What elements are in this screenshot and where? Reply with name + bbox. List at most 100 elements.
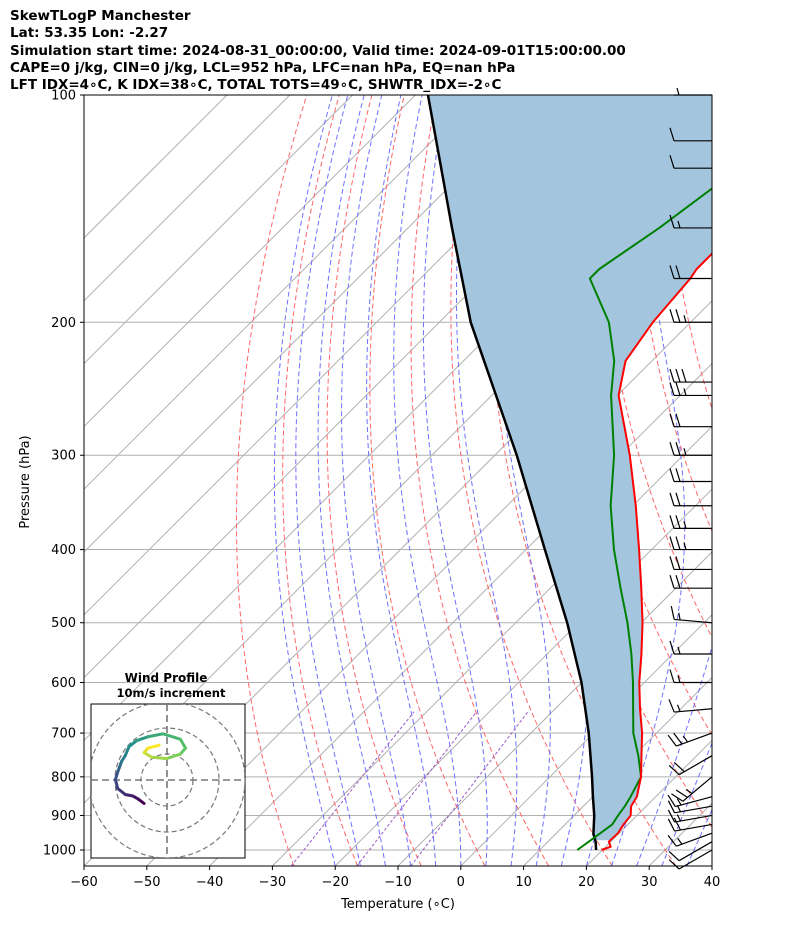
barb-flag xyxy=(669,413,675,427)
hodograph-segment xyxy=(113,778,120,791)
barb-half-flag xyxy=(677,837,683,845)
hodograph-inset xyxy=(90,703,246,859)
barb-flag xyxy=(669,382,675,396)
wind-barb xyxy=(669,575,712,589)
barb-flag xyxy=(668,859,680,870)
barb-flag xyxy=(668,764,680,776)
chart-title: SkewTLogP Manchester xyxy=(10,8,191,24)
wind-barb xyxy=(669,442,712,456)
barb-flag xyxy=(681,368,687,383)
barb-half-flag xyxy=(683,521,687,529)
barb-half-flag xyxy=(678,612,681,621)
dewpoint-line xyxy=(576,187,712,851)
wind-barb xyxy=(667,794,713,808)
barb-flag xyxy=(675,575,681,589)
barb-flag xyxy=(675,492,681,506)
hodograph-segment xyxy=(135,735,150,743)
barb-flag xyxy=(675,309,681,323)
wind-barb xyxy=(669,214,712,229)
barb-half-flag xyxy=(683,315,687,323)
wind-barb xyxy=(667,817,713,832)
hodograph-content xyxy=(91,704,245,858)
y-tick-label: 100 xyxy=(51,89,76,104)
y-tick-label: 500 xyxy=(51,616,76,631)
x-tick-label: 20 xyxy=(578,875,595,890)
dry-adiabat xyxy=(762,95,794,866)
moist-adiabat xyxy=(317,95,386,866)
isotherm-line xyxy=(84,95,416,428)
isotherm-line xyxy=(84,95,479,490)
dry-adiabat xyxy=(235,95,308,866)
y-tick-label: 300 xyxy=(51,449,76,464)
barb-flag xyxy=(669,669,675,683)
moist-adiabat xyxy=(455,95,518,866)
barb-flag xyxy=(675,515,681,529)
wind-barb xyxy=(669,468,712,483)
moist-adiabat xyxy=(711,864,712,866)
wind-barb xyxy=(669,556,712,571)
wind-barb xyxy=(667,809,713,823)
isotherm-line xyxy=(523,676,712,866)
x-tick-label: −60 xyxy=(70,875,97,890)
barb-flag xyxy=(667,818,676,832)
moist-adiabat xyxy=(636,95,712,866)
wind-barb xyxy=(674,87,712,96)
barb-flag xyxy=(669,468,675,482)
barb-staff xyxy=(674,823,713,832)
barb-flag xyxy=(675,789,688,798)
y-tick-label: 1000 xyxy=(43,844,76,859)
mixing-ratio-line xyxy=(290,711,415,866)
barb-half-flag xyxy=(676,704,681,712)
y-tick-label: 800 xyxy=(51,770,76,785)
hodograph-segment xyxy=(161,732,182,741)
y-tick-label: 200 xyxy=(51,316,76,331)
barb-flag xyxy=(671,793,684,802)
barb-half-flag xyxy=(683,542,687,550)
moist-adiabat xyxy=(341,95,412,866)
isotherm-line xyxy=(272,425,712,866)
dry-adiabat xyxy=(326,95,422,866)
barb-flag xyxy=(669,515,675,529)
title-block: SkewTLogP Manchester Lat: 53.35 Lon: -2.… xyxy=(10,8,626,94)
barb-flag xyxy=(667,734,677,747)
wind-barb xyxy=(669,309,712,323)
x-tick-label: −50 xyxy=(133,875,160,890)
parcel-profile-line xyxy=(426,95,598,851)
wind-barb xyxy=(669,368,712,383)
x-tick-label: 10 xyxy=(515,875,532,890)
barb-half-flag xyxy=(676,798,682,806)
moist-adiabat xyxy=(611,95,686,866)
barb-flag xyxy=(675,368,681,383)
barb-half-flag xyxy=(683,388,687,396)
barb-flag xyxy=(669,154,675,169)
barb-staff xyxy=(678,841,713,862)
dry-adiabat xyxy=(282,95,359,866)
hodograph-segment xyxy=(150,755,169,761)
wind-barb xyxy=(669,669,712,684)
dry-adiabat xyxy=(410,95,550,866)
dry-adiabat xyxy=(369,95,486,866)
x-tick-label: 0 xyxy=(457,875,465,890)
x-tick-label: −20 xyxy=(321,875,348,890)
barb-staff xyxy=(675,796,713,808)
index-line: LFT IDX=4∘C, K IDX=38∘C, TOTAL TOTS=49∘C… xyxy=(10,77,502,94)
isotherm-line xyxy=(334,488,712,866)
barb-flag xyxy=(667,809,676,823)
x-tick-label: −10 xyxy=(384,875,411,890)
wind-barb xyxy=(668,699,713,713)
barb-flag xyxy=(669,556,675,570)
wind-barb xyxy=(669,413,712,428)
wind-barb xyxy=(667,732,713,747)
mixing-ratio-line xyxy=(356,711,477,866)
barb-staff xyxy=(674,805,713,814)
barb-flag xyxy=(670,605,675,620)
isotherm-line xyxy=(397,551,712,866)
wind-barb xyxy=(669,515,712,529)
time-line: Simulation start time: 2024-08-31_00:00:… xyxy=(10,42,626,59)
barb-half-flag xyxy=(683,448,687,456)
barb-flag xyxy=(669,536,675,550)
barb-flag xyxy=(673,817,682,831)
y-tick-label: 700 xyxy=(51,727,76,742)
isotherm-line xyxy=(711,865,712,866)
barb-flag xyxy=(669,640,675,655)
